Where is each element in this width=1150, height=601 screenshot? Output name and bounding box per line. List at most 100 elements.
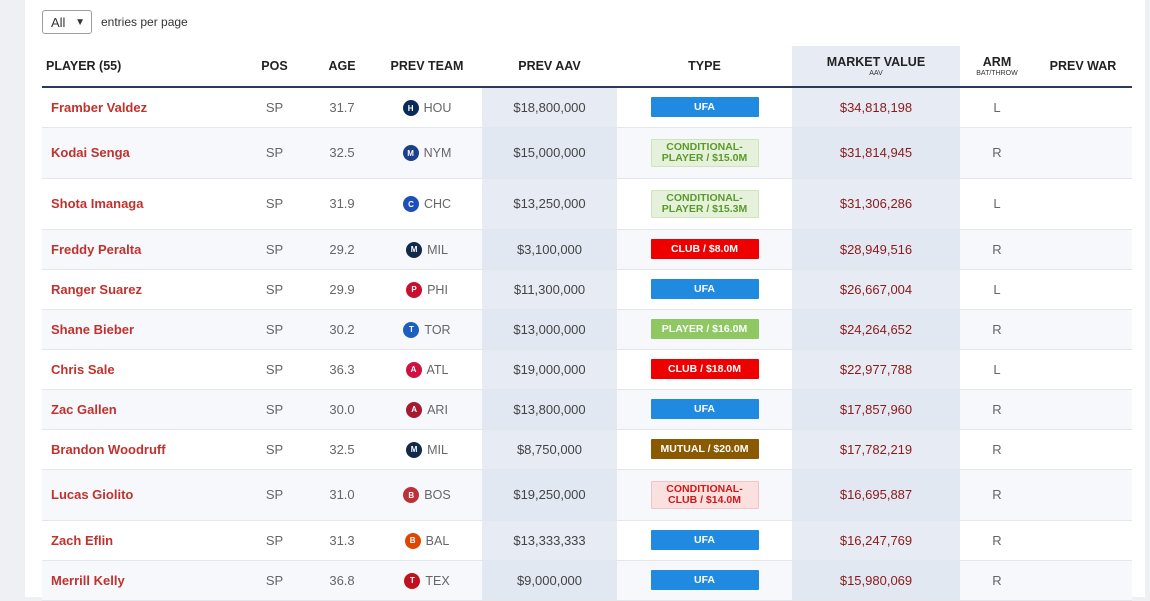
prev-team-cell: M NYM bbox=[372, 127, 482, 179]
team-code: ATL bbox=[426, 362, 449, 377]
type-cell: CONDITIONAL- CLUB / $14.0M bbox=[617, 469, 792, 521]
col-header-prev-war[interactable]: PREV WAR bbox=[1034, 46, 1132, 88]
market-value-cell: $26,667,004 bbox=[792, 269, 960, 310]
arm-cell: L bbox=[960, 269, 1034, 310]
player-name-link[interactable]: Kodai Senga bbox=[42, 127, 237, 179]
market-value-cell: $16,247,769 bbox=[792, 520, 960, 561]
age-cell: 31.3 bbox=[312, 520, 372, 561]
table-row: Shane Bieber SP 30.2 T TOR $13,000,000 PLAYER … bbox=[42, 309, 1132, 350]
team-code: TEX bbox=[425, 573, 450, 588]
arm-cell: R bbox=[960, 560, 1034, 601]
type-cell: CLUB / $18.0M bbox=[617, 349, 792, 390]
market-value-label: MARKET VALUE bbox=[826, 55, 926, 69]
prev-war-cell bbox=[1034, 520, 1132, 561]
col-header-player[interactable]: PLAYER (55) bbox=[42, 46, 237, 88]
market-value-cell: $31,306,286 bbox=[792, 178, 960, 230]
table-row: Ranger Suarez SP 29.9 P PHI $11,300,000 UFA $26… bbox=[42, 269, 1132, 310]
col-header-prev-aav[interactable]: PREV AAV bbox=[482, 46, 617, 88]
table-row: Kodai Senga SP 32.5 M NYM $15,000,000 CONDITIO… bbox=[42, 127, 1132, 179]
team-code: PHI bbox=[427, 282, 448, 297]
col-header-arm[interactable]: ARM BAT/THROW bbox=[960, 46, 1034, 88]
team-code: TOR bbox=[424, 322, 451, 337]
pos-cell: SP bbox=[237, 127, 312, 179]
entries-per-page-select[interactable]: All ▼ bbox=[42, 10, 92, 34]
player-name-link[interactable]: Freddy Peralta bbox=[42, 229, 237, 270]
pos-cell: SP bbox=[237, 560, 312, 601]
prev-aav-cell: $8,750,000 bbox=[482, 429, 617, 470]
age-cell: 31.7 bbox=[312, 87, 372, 128]
brewers-logo-icon: M bbox=[406, 241, 423, 258]
arm-cell: R bbox=[960, 429, 1034, 470]
pos-cell: SP bbox=[237, 520, 312, 561]
team-code: BAL bbox=[425, 533, 450, 548]
player-name-link[interactable]: Shota Imanaga bbox=[42, 178, 237, 230]
type-cell: MUTUAL / $20.0M bbox=[617, 429, 792, 470]
entries-per-page-value: All bbox=[51, 14, 66, 30]
player-name-link[interactable]: Chris Sale bbox=[42, 349, 237, 390]
prev-war-cell bbox=[1034, 429, 1132, 470]
player-name-link[interactable]: Zac Gallen bbox=[42, 389, 237, 430]
arm-cell: R bbox=[960, 469, 1034, 521]
type-cell: PLAYER / $16.0M bbox=[617, 309, 792, 350]
player-name-link[interactable]: Lucas Giolito bbox=[42, 469, 237, 521]
redsox-logo-icon: B bbox=[403, 487, 420, 504]
type-cell: UFA bbox=[617, 269, 792, 310]
market-value-cell: $31,814,945 bbox=[792, 127, 960, 179]
entries-controls: All ▼ entries per page bbox=[42, 9, 188, 35]
contract-type-badge: CLUB / $18.0M bbox=[650, 359, 759, 379]
age-cell: 36.8 bbox=[312, 560, 372, 601]
market-value-cell: $24,264,652 bbox=[792, 309, 960, 350]
prev-team-cell: H HOU bbox=[372, 87, 482, 128]
player-name-link[interactable]: Merrill Kelly bbox=[42, 560, 237, 601]
players-table: PLAYER (55) POS AGE PREV TEAM PREV AAV T… bbox=[42, 46, 1132, 601]
dbacks-logo-icon: A bbox=[406, 401, 423, 418]
player-name-link[interactable]: Shane Bieber bbox=[42, 309, 237, 350]
prev-war-cell bbox=[1034, 469, 1132, 521]
player-name-link[interactable]: Framber Valdez bbox=[42, 87, 237, 128]
type-cell: UFA bbox=[617, 520, 792, 561]
contract-type-badge: CONDITIONAL- PLAYER / $15.0M bbox=[650, 139, 759, 167]
table-row: Merrill Kelly SP 36.8 T TEX $9,000,000 UFA $15,… bbox=[42, 560, 1132, 601]
player-name-link[interactable]: Brandon Woodruff bbox=[42, 429, 237, 470]
prev-war-cell bbox=[1034, 309, 1132, 350]
prev-aav-cell: $13,250,000 bbox=[482, 178, 617, 230]
col-header-type[interactable]: TYPE bbox=[617, 46, 792, 88]
arm-cell: R bbox=[960, 309, 1034, 350]
market-value-cell: $17,857,960 bbox=[792, 389, 960, 430]
rangers-logo-icon: T bbox=[404, 572, 421, 589]
chevron-down-icon: ▼ bbox=[75, 16, 85, 28]
team-code: HOU bbox=[423, 101, 452, 115]
col-header-pos[interactable]: POS bbox=[237, 46, 312, 88]
prev-aav-cell: $18,800,000 bbox=[482, 87, 617, 128]
team-code: MIL bbox=[427, 242, 448, 257]
mets-logo-icon: M bbox=[402, 145, 419, 162]
contract-type-badge: UFA bbox=[650, 399, 759, 419]
table-row: Chris Sale SP 36.3 A ATL $19,000,000 CLUB / $1… bbox=[42, 349, 1132, 390]
table-row: Zac Gallen SP 30.0 A ARI $13,800,000 UFA $17,85… bbox=[42, 389, 1132, 430]
col-header-prev-team[interactable]: PREV TEAM bbox=[372, 46, 482, 88]
pos-cell: SP bbox=[237, 469, 312, 521]
prev-team-cell: M MIL bbox=[372, 429, 482, 470]
arm-cell: R bbox=[960, 389, 1034, 430]
prev-war-cell bbox=[1034, 87, 1132, 128]
team-code: NYM bbox=[423, 146, 452, 161]
player-name-link[interactable]: Zach Eflin bbox=[42, 520, 237, 561]
age-cell: 32.5 bbox=[312, 127, 372, 179]
prev-aav-cell: $9,000,000 bbox=[482, 560, 617, 601]
prev-team-cell: T TOR bbox=[372, 309, 482, 350]
brewers-logo-icon: M bbox=[406, 441, 423, 458]
age-cell: 32.5 bbox=[312, 429, 372, 470]
age-cell: 31.9 bbox=[312, 178, 372, 230]
col-header-market-value[interactable]: MARKET VALUE AAV bbox=[792, 46, 960, 88]
player-name-link[interactable]: Ranger Suarez bbox=[42, 269, 237, 310]
prev-team-cell: T TEX bbox=[372, 560, 482, 601]
contract-type-badge: UFA bbox=[650, 570, 759, 590]
col-header-age[interactable]: AGE bbox=[312, 46, 372, 88]
prev-war-cell bbox=[1034, 560, 1132, 601]
type-cell: UFA bbox=[617, 87, 792, 128]
pos-cell: SP bbox=[237, 269, 312, 310]
pos-cell: SP bbox=[237, 309, 312, 350]
pos-cell: SP bbox=[237, 229, 312, 270]
team-code: CHC bbox=[423, 197, 452, 212]
prev-aav-cell: $13,000,000 bbox=[482, 309, 617, 350]
